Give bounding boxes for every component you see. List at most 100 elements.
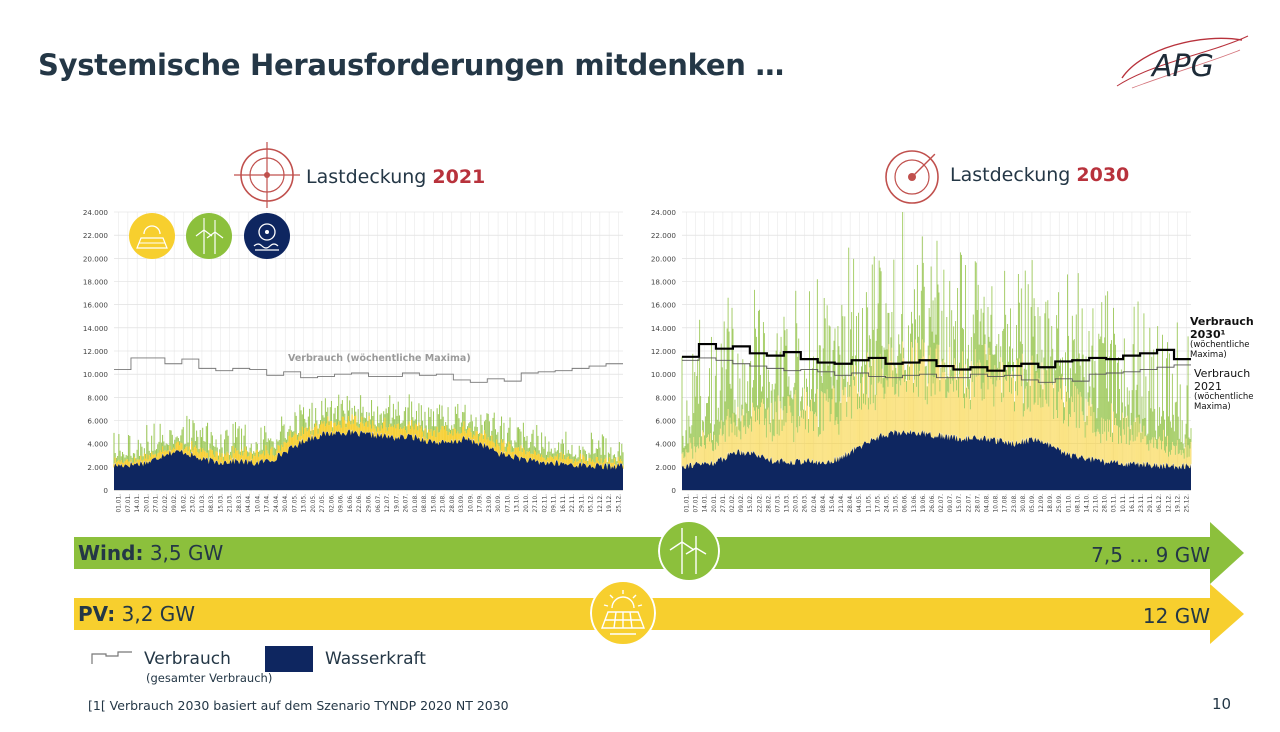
x-tick-label: 04.04. (246, 494, 252, 513)
x-tick-label: 25.12. (1184, 494, 1190, 513)
x-tick-label: 30.09. (496, 494, 502, 513)
x-tick-label: 21.10. (1094, 494, 1100, 513)
x-tick-label: 29.06. (367, 494, 373, 513)
x-tick-label: 27.10. (533, 494, 539, 513)
y-tick-label: 22.000 (83, 231, 109, 240)
annotation-verbrauch-2021: Verbrauch 2021 (wöchentliche Maxima) (1194, 367, 1280, 413)
x-tick-label: 28.08. (450, 494, 456, 513)
legend-wasserkraft-label: Wasserkraft (325, 649, 426, 669)
dartboard-icon (885, 148, 941, 204)
x-tick-label: 06.12. (1157, 494, 1163, 513)
x-tick-label: 02.04. (812, 494, 818, 513)
x-tick-label: 21.03. (228, 494, 234, 513)
x-tick-label: 01.08. (413, 494, 419, 513)
wind-series (681, 212, 1192, 459)
y-tick-label: 12.000 (651, 347, 677, 356)
x-tick-label: 13.10. (515, 494, 521, 513)
y-tick-label: 14.000 (83, 324, 109, 333)
x-tick-label: 12.09. (1039, 494, 1045, 513)
x-tick-label: 14.01. (703, 494, 709, 513)
pv-icon-sun (143, 225, 161, 235)
x-tick-label: 18.09. (1048, 494, 1054, 513)
x-tick-label: 02.07. (939, 494, 945, 513)
y-tick-label: 2.000 (87, 463, 108, 472)
x-tick-label: 09.11. (552, 494, 558, 513)
x-tick-label: 25.09. (1057, 494, 1063, 513)
x-tick-label: 24.04. (274, 494, 280, 513)
legend-verbrauch-label: Verbrauch (144, 649, 231, 669)
x-tick-label: 20.01. (712, 494, 718, 513)
x-tick-label: 01.03. (200, 494, 206, 513)
y-tick-label: 24.000 (83, 208, 109, 217)
legend-wasserkraft-swatch (265, 646, 313, 672)
legend-verbrauch-sub: (gesamter Verbrauch) (146, 671, 273, 685)
x-tick-label: 22.02. (757, 494, 763, 513)
x-tick-label: 27.01. (154, 494, 160, 513)
y-tick-label: 6.000 (655, 417, 676, 426)
legend-verbrauch-icon (91, 651, 132, 664)
hydro-area (114, 429, 623, 490)
x-tick-label: 09.07. (948, 494, 954, 513)
y-tick-label: 18.000 (651, 278, 677, 287)
x-tick-label: 26.06. (930, 494, 936, 513)
x-tick-label: 20.01. (144, 494, 150, 513)
apg-logo: APG (1116, 35, 1249, 89)
header-2030-year: 2030 (1076, 164, 1130, 186)
wind-icon-blade (195, 229, 205, 237)
x-tick-label: 28.07. (975, 494, 981, 513)
pv-icon-panel (136, 237, 168, 249)
y-tick-label: 0 (671, 486, 676, 495)
x-tick-label: 28.02. (766, 494, 772, 513)
consumption-annotation: Verbrauch (wöchentliche Maxima) (288, 353, 471, 364)
x-tick-label: 12.12. (1166, 494, 1172, 513)
x-tick-label: 15.04. (830, 494, 836, 513)
x-tick-label: 19.12. (1175, 494, 1181, 513)
x-tick-label: 28.10. (1103, 494, 1109, 513)
target-icon (234, 142, 300, 208)
x-tick-label: 27.01. (721, 494, 727, 513)
annotation-verbrauch-2021-title: Verbrauch 2021 (1194, 367, 1251, 393)
x-tick-label: 22.06. (357, 494, 363, 513)
x-tick-label: 09.06. (339, 494, 345, 513)
y-tick-label: 2.000 (655, 463, 676, 472)
x-tick-label: 02.02. (163, 494, 169, 513)
x-tick-label: 10.08. (994, 494, 1000, 513)
x-tick-label: 10.04. (255, 494, 261, 513)
x-tick-label: 04.05. (857, 494, 863, 513)
wind-label: Wind: (78, 541, 144, 565)
x-tick-label: 21.04. (839, 494, 845, 513)
header-2030-prefix: Lastdeckung (950, 164, 1077, 186)
consumption-line-2 (682, 357, 1191, 383)
y-tick-label: 12.000 (83, 347, 109, 356)
x-tick-label: 07.03. (775, 494, 781, 513)
x-tick-label: 20.03. (794, 494, 800, 513)
y-tick-label: 24.000 (651, 208, 677, 217)
footnote: [1[ Verbrauch 2030 basiert auf dem Szena… (88, 698, 509, 713)
y-tick-label: 16.000 (651, 301, 677, 310)
x-tick-label: 29.11. (1148, 494, 1154, 513)
x-tick-label: 15.07. (957, 494, 963, 513)
x-tick-label: 19.07. (394, 494, 400, 513)
header-2021-year: 2021 (432, 166, 486, 188)
x-tick-label: 28.03. (237, 494, 243, 513)
x-tick-label: 09.02. (739, 494, 745, 513)
y-tick-label: 10.000 (651, 370, 677, 379)
y-tick-label: 14.000 (651, 324, 677, 333)
hydro-icon-circle (244, 213, 290, 259)
x-tick-label: 01.01. (117, 494, 123, 513)
y-tick-label: 4.000 (87, 440, 108, 449)
wind-icon-blade (214, 231, 224, 239)
x-tick-label: 02.02. (730, 494, 736, 513)
wind-to: 7,5 … 9 GW (1091, 543, 1210, 567)
pv-from: 3,2 GW (115, 602, 196, 626)
x-tick-label: 07.01. (694, 494, 700, 513)
header-2021-prefix: Lastdeckung (306, 166, 433, 188)
x-tick-label: 29.11. (579, 494, 585, 513)
y-tick-label: 16.000 (83, 301, 109, 310)
x-tick-label: 23.09. (487, 494, 493, 513)
x-tick-label: 07.10. (505, 494, 511, 513)
x-tick-label: 22.07. (966, 494, 972, 513)
y-tick-label: 0 (103, 486, 108, 495)
x-tick-label: 08.08. (422, 494, 428, 513)
pv-arrow-left-label: PV: 3,2 GW (78, 602, 195, 626)
